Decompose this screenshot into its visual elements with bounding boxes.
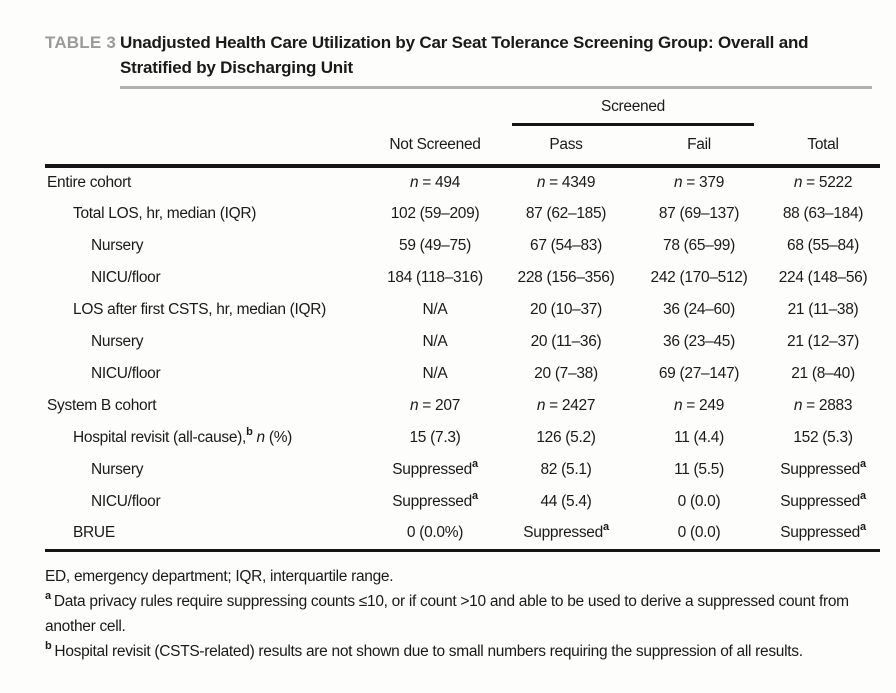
table-title: Unadjusted Health Care Utilization by Ca… xyxy=(120,33,809,77)
row-label: Nursery xyxy=(91,333,144,350)
data-cell: 67 (54–83) xyxy=(530,237,602,254)
column-header-pass: Pass xyxy=(500,126,632,168)
data-cell: Suppresseda xyxy=(766,518,881,552)
footnote-b-marker: b xyxy=(45,639,52,652)
data-cell: 102 (59–209) xyxy=(390,205,480,222)
utilization-table: Screened Not Screened Pass Fail Total Entire… xyxy=(45,92,881,552)
table-row: Entire cohort n = 494 n = 4349 n = 379 n = 5… xyxy=(45,166,880,198)
data-cell: 11 (5.5) xyxy=(674,461,724,478)
table-row: Nursery 59 (49–75) 67 (54–83) 78 (65–99) 68 … xyxy=(45,230,880,262)
data-cell: 184 (118–316) xyxy=(387,269,483,286)
row-label: LOS after first CSTS, hr, median (IQR) xyxy=(73,301,327,318)
row-label: Nursery xyxy=(91,237,144,254)
data-cell: 68 (55–84) xyxy=(787,237,859,254)
table-row: Nursery Suppresseda 82 (5.1) 11 (5.5) Suppre… xyxy=(45,454,880,486)
abbreviations-text: ED, emergency department; IQR, interquar… xyxy=(45,568,394,585)
data-cell: 228 (156–356) xyxy=(517,269,615,286)
data-cell: n = 2883 xyxy=(793,397,853,414)
data-cell: 152 (5.3) xyxy=(793,429,853,446)
data-cell: 11 (4.4) xyxy=(674,429,724,446)
abbreviations-note: ED, emergency department; IQR, interquar… xyxy=(45,564,878,589)
table-row: NICU/floor Suppresseda 44 (5.4) 0 (0.0) Supp… xyxy=(45,486,880,518)
table-header: Screened Not Screened Pass Fail Total xyxy=(45,92,881,168)
footnote-b: b Hospital revisit (CSTS-related) results… xyxy=(45,639,878,664)
data-cell: 0 (0.0) xyxy=(677,493,721,510)
table-footnotes: ED, emergency department; IQR, interquar… xyxy=(45,564,878,664)
data-cell: 15 (7.3) xyxy=(409,429,461,446)
caption-divider-rule xyxy=(120,86,872,89)
table-caption: TABLE 3 Unadjusted Health Care Utilizati… xyxy=(45,30,875,80)
data-cell: Suppresseda xyxy=(392,489,478,510)
row-label: NICU/floor xyxy=(91,365,161,382)
table-row: BRUE 0 (0.0%) Suppresseda 0 (0.0) Suppressed… xyxy=(45,518,881,552)
data-cell: 59 (49–75) xyxy=(399,237,471,254)
data-cell: 88 (63–184) xyxy=(782,205,864,222)
data-cell: N/A xyxy=(422,333,448,350)
data-cell: 0 (0.0) xyxy=(632,518,767,552)
data-cell: 20 (10–37) xyxy=(530,301,602,318)
spanner-spacer-cell xyxy=(45,92,370,126)
data-cell: 0 (0.0%) xyxy=(370,518,500,552)
data-cell: 126 (5.2) xyxy=(536,429,596,446)
data-cell: 87 (62–185) xyxy=(525,205,607,222)
data-cell: 78 (65–99) xyxy=(663,237,735,254)
row-label: System B cohort xyxy=(47,397,157,414)
footnote-a-marker: a xyxy=(45,589,51,602)
row-label-header xyxy=(45,126,370,168)
data-cell: Suppresseda xyxy=(500,518,632,552)
data-cell: n = 5222 xyxy=(793,174,853,191)
table-row: Total LOS, hr, median (IQR) 102 (59–209) 8… xyxy=(45,198,880,230)
data-cell: n = 2427 xyxy=(536,397,596,414)
table-row: Hospital revisit (all-cause),b n (%) 15 (… xyxy=(45,422,880,454)
row-label: Total LOS, hr, median (IQR) xyxy=(73,205,257,222)
data-cell: 87 (69–137) xyxy=(658,205,740,222)
screened-spanner-cell: Screened xyxy=(500,92,766,126)
row-label: Hospital revisit (all-cause),b n (%) xyxy=(73,425,293,446)
data-cell: 20 (7–38) xyxy=(534,365,598,382)
footnote-a-text: Data privacy rules require suppressing c… xyxy=(45,593,849,635)
data-cell: 20 (11–36) xyxy=(530,333,602,350)
footnote-a: a Data privacy rules require suppressing … xyxy=(45,589,878,639)
data-cell: Suppresseda xyxy=(780,489,866,510)
data-cell: 21 (8–40) xyxy=(791,365,855,382)
data-cell: n = 207 xyxy=(409,397,461,414)
table-row: NICU/floor 184 (118–316) 228 (156–356) 242 … xyxy=(45,262,880,294)
column-header-not-screened: Not Screened xyxy=(370,126,500,168)
data-cell: 36 (23–45) xyxy=(663,333,735,350)
data-cell: n = 494 xyxy=(409,174,461,191)
table-row: LOS after first CSTS, hr, median (IQR) N/… xyxy=(45,294,880,326)
row-label: Nursery xyxy=(91,461,144,478)
column-header-fail: Fail xyxy=(632,126,767,168)
table-row: NICU/floor N/A 20 (7–38) 69 (27–147) 21 (8–4… xyxy=(45,358,880,390)
data-cell: Suppresseda xyxy=(392,457,478,478)
row-label: NICU/floor xyxy=(91,493,161,510)
data-cell: 242 (170–512) xyxy=(650,269,748,286)
data-cell: N/A xyxy=(422,301,448,318)
data-cell: 44 (5.4) xyxy=(540,493,592,510)
table-row: System B cohort n = 207 n = 2427 n = 249 n =… xyxy=(45,390,880,422)
spanner-spacer-cell xyxy=(370,92,500,126)
data-cell: n = 4349 xyxy=(536,174,596,191)
data-cell: 21 (11–38) xyxy=(787,301,859,318)
row-label: Entire cohort xyxy=(47,174,131,191)
spanner-spacer-cell xyxy=(766,92,880,126)
data-cell: 36 (24–60) xyxy=(663,301,735,318)
screened-spanner-label: Screened xyxy=(512,98,755,126)
table-row: Nursery N/A 20 (11–36) 36 (23–45) 21 (12–37) xyxy=(45,326,880,358)
data-cell: Suppresseda xyxy=(780,457,866,478)
footnote-b-text: Hospital revisit (CSTS-related) results … xyxy=(54,643,803,660)
data-cell: 224 (148–56) xyxy=(778,269,868,286)
row-label: NICU/floor xyxy=(91,269,161,286)
data-cell: 69 (27–147) xyxy=(658,365,740,382)
table-body: Entire cohort n = 494 n = 4349 n = 379 n = 5… xyxy=(45,166,881,552)
data-cell: 21 (12–37) xyxy=(787,333,859,350)
row-label: BRUE xyxy=(45,518,370,552)
data-cell: n = 249 xyxy=(673,397,725,414)
column-header-total: Total xyxy=(766,126,881,168)
data-cell: N/A xyxy=(422,365,448,382)
data-cell: n = 379 xyxy=(673,174,725,191)
table-number-label: TABLE 3 xyxy=(45,33,116,52)
data-cell: 82 (5.1) xyxy=(540,461,592,478)
